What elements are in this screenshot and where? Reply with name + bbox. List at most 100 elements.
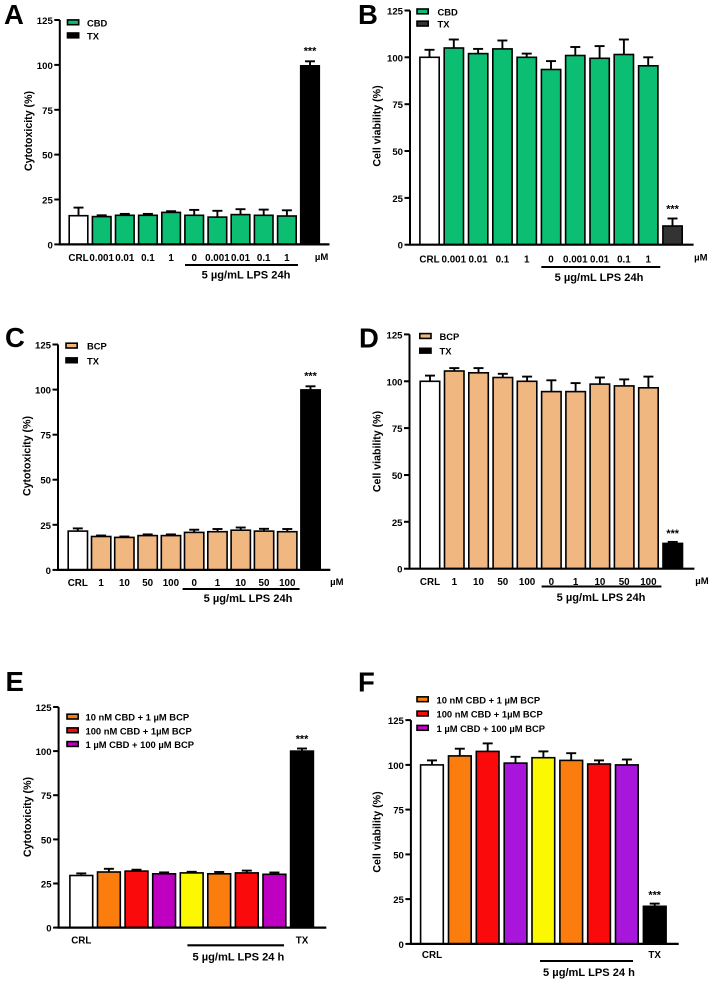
svg-text:***: *** [666, 528, 679, 540]
svg-text:Cell viability (%): Cell viability (%) [371, 85, 383, 166]
svg-text:TX: TX [440, 346, 453, 357]
svg-text:CBD: CBD [87, 17, 108, 28]
svg-text:0.01: 0.01 [469, 255, 489, 266]
svg-text:0: 0 [397, 565, 402, 576]
svg-text:B: B [358, 0, 378, 30]
svg-text:50: 50 [392, 471, 403, 482]
svg-text:25: 25 [393, 895, 404, 906]
svg-text:Cell viability (%): Cell viability (%) [371, 791, 383, 872]
svg-text:125: 125 [37, 16, 54, 27]
svg-text:0.1: 0.1 [496, 255, 510, 266]
svg-text:75: 75 [392, 424, 403, 435]
svg-text:75: 75 [392, 100, 403, 111]
svg-text:50: 50 [40, 476, 51, 487]
svg-text:10 nM CBD + 1 µM BCP: 10 nM CBD + 1 µM BCP [437, 694, 541, 705]
svg-text:5 µg/mL LPS 24h: 5 µg/mL LPS 24h [555, 272, 644, 284]
svg-text:100: 100 [35, 386, 51, 397]
svg-text:Cytotoxicity (%): Cytotoxicity (%) [23, 91, 35, 171]
svg-text:C: C [5, 322, 25, 353]
svg-text:1: 1 [524, 255, 530, 266]
svg-text:µM: µM [695, 576, 708, 587]
svg-text:0: 0 [47, 240, 52, 251]
svg-text:100: 100 [388, 761, 404, 772]
svg-text:25: 25 [392, 194, 403, 205]
svg-text:Cell viability (%): Cell viability (%) [371, 411, 383, 492]
svg-text:5 µg/mL LPS 24h: 5 µg/mL LPS 24h [204, 593, 293, 605]
svg-text:25: 25 [41, 880, 52, 891]
svg-text:50: 50 [497, 577, 508, 588]
svg-text:50: 50 [41, 835, 52, 846]
svg-text:10: 10 [473, 577, 484, 588]
svg-text:TX: TX [648, 950, 661, 961]
svg-text:50: 50 [259, 578, 270, 589]
svg-text:10: 10 [119, 578, 130, 589]
svg-text:1: 1 [168, 253, 174, 264]
svg-text:50: 50 [42, 151, 53, 162]
svg-text:***: *** [304, 45, 317, 57]
svg-text:0.1: 0.1 [257, 253, 271, 264]
svg-text:100: 100 [386, 377, 402, 388]
svg-text:0: 0 [191, 253, 197, 264]
svg-text:0.001: 0.001 [563, 255, 588, 266]
svg-text:100: 100 [36, 747, 52, 758]
svg-text:100 nM CBD + 1µM BCP: 100 nM CBD + 1µM BCP [437, 709, 543, 720]
svg-text:Cytotoxicity (%): Cytotoxicity (%) [22, 416, 34, 496]
svg-text:75: 75 [393, 806, 404, 817]
svg-text:100 nM CBD + 1µM BCP: 100 nM CBD + 1µM BCP [86, 725, 192, 736]
svg-text:0.01: 0.01 [231, 253, 251, 264]
svg-text:50: 50 [619, 577, 630, 588]
svg-text:125: 125 [388, 716, 405, 727]
svg-text:BCP: BCP [440, 331, 460, 342]
svg-text:125: 125 [36, 703, 53, 714]
svg-text:10: 10 [594, 577, 605, 588]
svg-text:CRL: CRL [420, 577, 440, 588]
svg-text:1: 1 [573, 577, 579, 588]
svg-text:75: 75 [40, 431, 51, 442]
svg-text:E: E [6, 666, 24, 697]
svg-text:A: A [4, 0, 24, 30]
svg-text:0.001: 0.001 [89, 253, 114, 264]
svg-text:100: 100 [640, 577, 657, 588]
svg-text:50: 50 [142, 578, 153, 589]
svg-text:0.01: 0.01 [590, 255, 610, 266]
svg-text:1 µM CBD + 100 µM BCP: 1 µM CBD + 100 µM BCP [437, 723, 546, 734]
svg-text:µM: µM [330, 577, 343, 588]
svg-text:TX: TX [438, 19, 451, 30]
svg-text:100: 100 [519, 577, 536, 588]
svg-text:F: F [358, 667, 375, 698]
svg-text:5 µg/mL LPS 24 h: 5 µg/mL LPS 24 h [192, 952, 284, 964]
svg-text:0.001: 0.001 [442, 255, 467, 266]
svg-text:CRL: CRL [419, 255, 439, 266]
svg-text:1: 1 [645, 255, 651, 266]
svg-text:0: 0 [46, 566, 51, 577]
svg-text:***: *** [648, 890, 661, 902]
svg-text:µM: µM [315, 252, 328, 263]
svg-text:CRL: CRL [71, 936, 91, 947]
svg-text:50: 50 [393, 850, 404, 861]
svg-text:100: 100 [163, 578, 180, 589]
svg-text:TX: TX [87, 355, 100, 366]
svg-text:1 µM CBD + 100 µM BCP: 1 µM CBD + 100 µM BCP [86, 739, 195, 750]
svg-text:0: 0 [548, 255, 554, 266]
svg-text:Cytotoxicity (%): Cytotoxicity (%) [22, 777, 34, 857]
svg-text:75: 75 [41, 791, 52, 802]
svg-text:5 µg/mL LPS 24h: 5 µg/mL LPS 24h [557, 592, 646, 604]
svg-text:CRL: CRL [68, 253, 88, 264]
svg-text:50: 50 [392, 147, 403, 158]
svg-text:0: 0 [191, 578, 197, 589]
svg-text:TX: TX [87, 30, 100, 41]
svg-text:25: 25 [40, 521, 51, 532]
svg-text:***: *** [666, 204, 679, 216]
svg-text:µM: µM [694, 253, 707, 264]
svg-text:100: 100 [37, 61, 53, 72]
svg-text:0: 0 [46, 924, 51, 935]
svg-text:10: 10 [235, 578, 246, 589]
svg-text:1: 1 [284, 253, 290, 264]
svg-text:0.001: 0.001 [205, 253, 230, 264]
svg-text:0.1: 0.1 [617, 255, 631, 266]
svg-text:D: D [359, 323, 379, 354]
svg-text:125: 125 [387, 7, 404, 18]
svg-text:CBD: CBD [438, 6, 459, 17]
svg-text:***: *** [304, 370, 317, 382]
svg-text:1: 1 [452, 577, 458, 588]
